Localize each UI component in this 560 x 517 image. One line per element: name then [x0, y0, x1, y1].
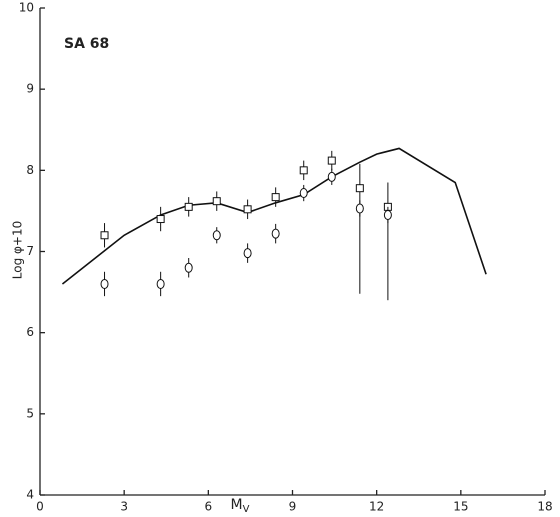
y-tick-label: 7	[26, 244, 34, 258]
y-tick-label: 4	[26, 488, 34, 502]
circle-marker	[100, 278, 109, 289]
square-marker	[156, 215, 165, 224]
circle-marker	[383, 209, 392, 220]
square-marker	[100, 231, 109, 240]
curve	[61, 147, 487, 285]
x-tick-label: 3	[120, 500, 128, 514]
circle-marker	[327, 171, 336, 182]
x-axis-label: MV	[231, 497, 250, 515]
y-tick-label: 5	[26, 406, 34, 420]
square-marker	[184, 202, 193, 211]
circle-marker	[243, 248, 252, 259]
x-label-main: M	[231, 497, 243, 513]
x-tick-label: 18	[537, 500, 552, 514]
circle-marker	[184, 262, 193, 273]
square-marker	[243, 205, 252, 214]
circle-marker	[271, 228, 280, 239]
square-marker	[355, 184, 364, 193]
x-label-sub: V	[243, 504, 250, 515]
circle-marker	[299, 188, 308, 199]
square-marker	[299, 166, 308, 175]
square-marker	[212, 197, 221, 206]
y-tick-label: 9	[26, 82, 34, 96]
square-marker	[327, 156, 336, 165]
y-axis-label: Log φ+10	[11, 221, 25, 280]
x-tick-label: 15	[453, 500, 468, 514]
y-tick-label: 8	[26, 163, 34, 177]
x-tick-label: 12	[369, 500, 384, 514]
annotation: SA 68	[64, 36, 109, 52]
y-tick-label: 10	[19, 1, 34, 15]
x-tick-label: 0	[36, 500, 44, 514]
square-marker	[271, 193, 280, 202]
x-tick-label: 9	[289, 500, 297, 514]
x-tick-label: 6	[205, 500, 213, 514]
circle-marker	[355, 203, 364, 214]
circle-marker	[212, 230, 221, 241]
y-tick-label: 6	[26, 325, 34, 339]
circle-marker	[156, 278, 165, 289]
